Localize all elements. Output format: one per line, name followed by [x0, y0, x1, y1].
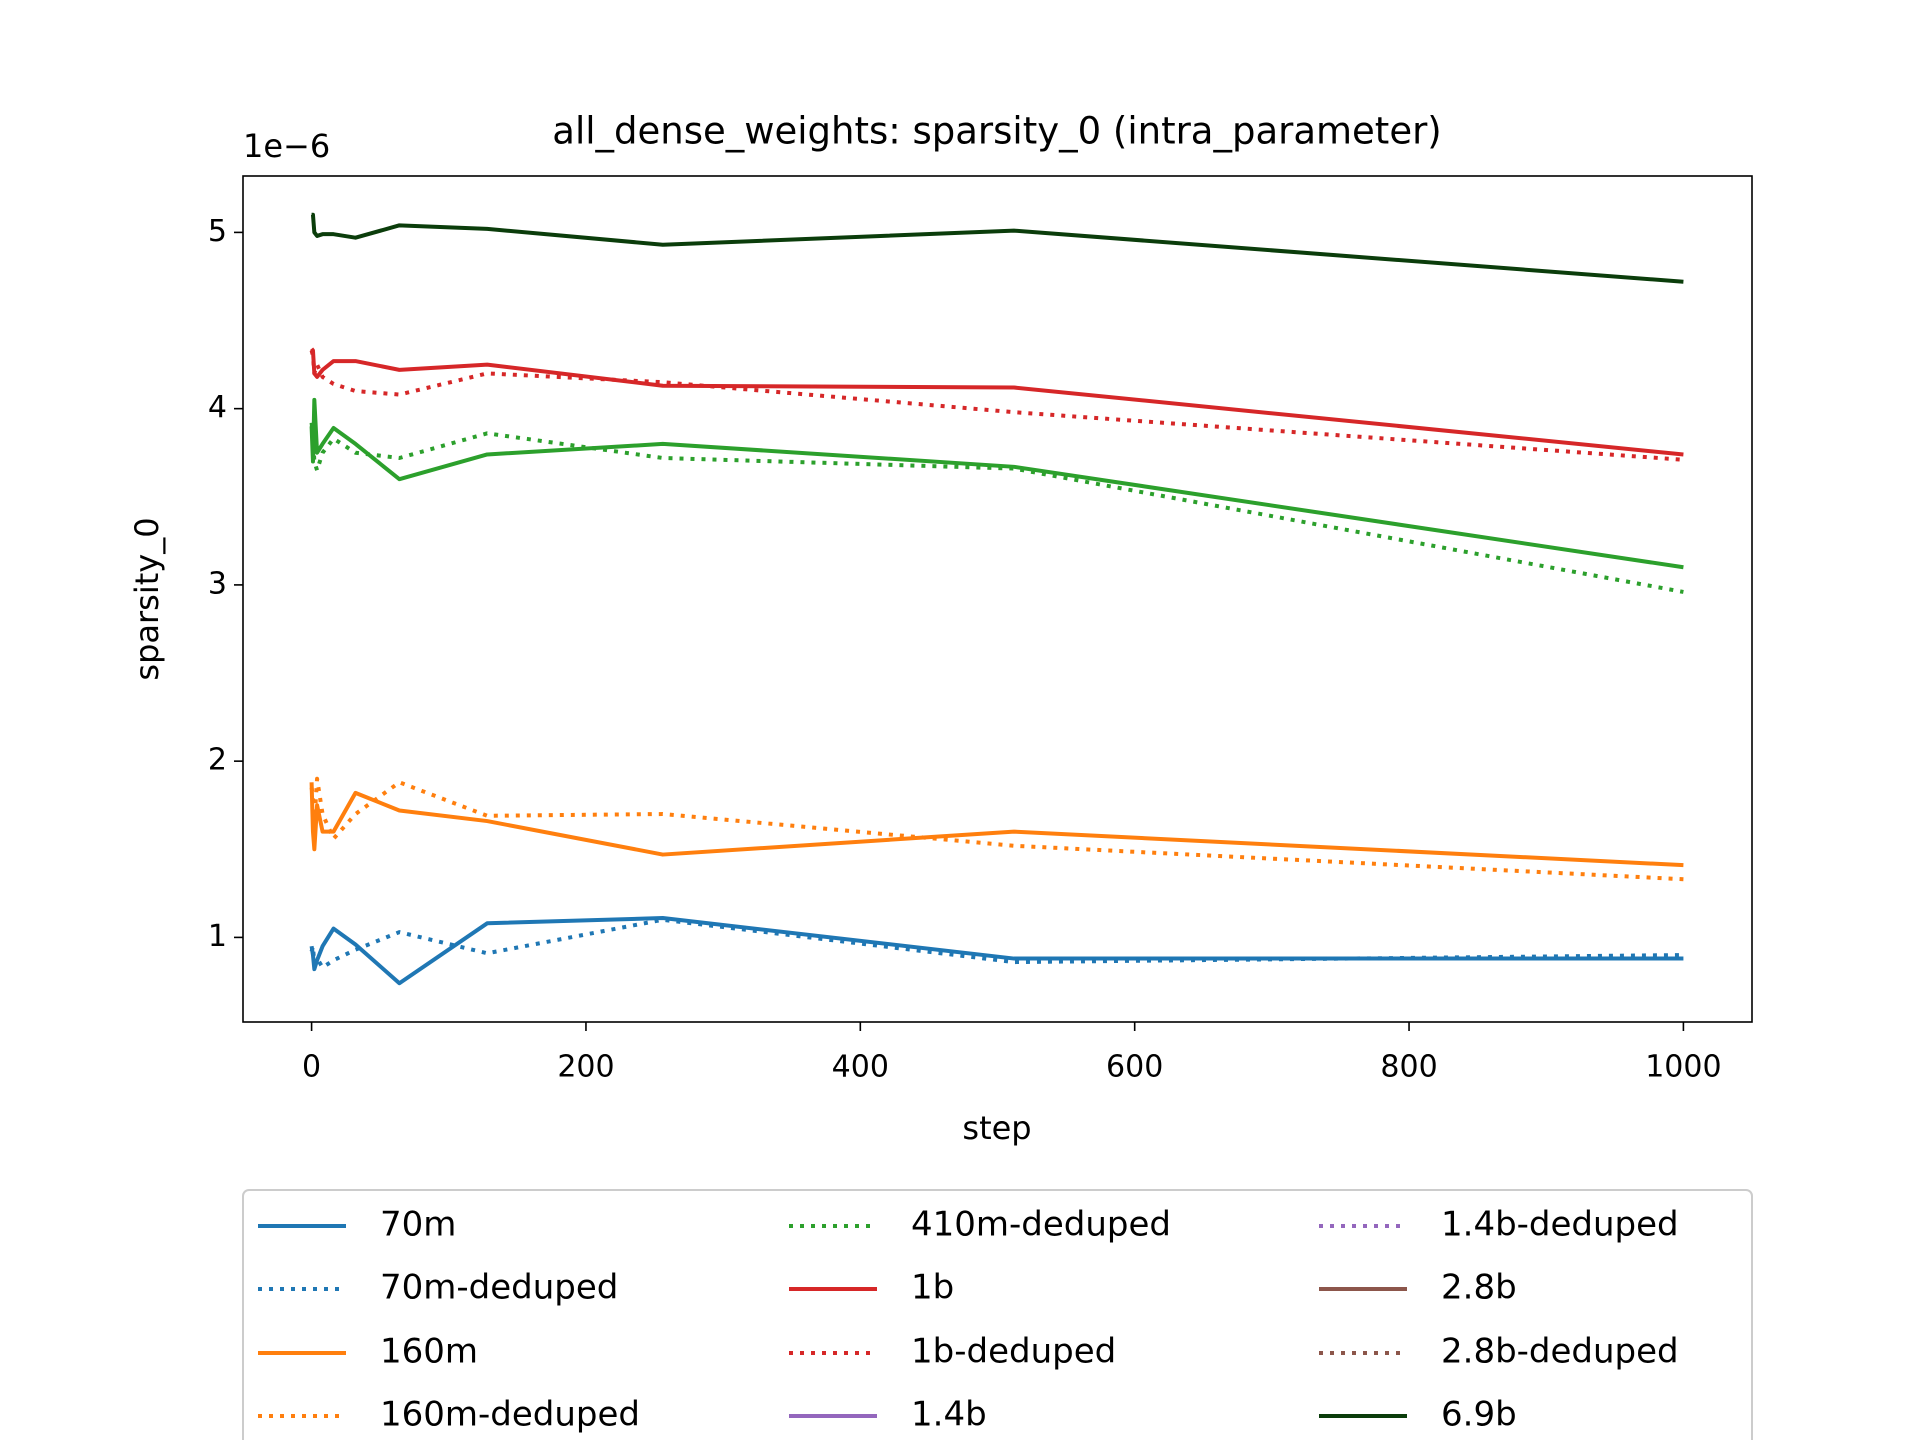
series-line	[309, 349, 1684, 462]
series-line	[309, 917, 1684, 970]
y-tick-label: 2	[208, 743, 227, 778]
x-tick-label: 600	[1106, 1050, 1163, 1085]
legend-label: 1.4b-deduped	[1441, 1205, 1679, 1245]
chart-title: all_dense_weights: sparsity_0 (intra_par…	[552, 110, 1441, 153]
y-tick-label: 1	[208, 919, 227, 954]
legend-label: 160m-deduped	[380, 1395, 640, 1435]
x-tick-label: 800	[1380, 1050, 1437, 1085]
legend-label: 1b-deduped	[911, 1332, 1116, 1372]
legend-box	[242, 1189, 1753, 1440]
series-line	[309, 782, 1684, 868]
x-tick-label: 400	[832, 1050, 889, 1085]
plot-frame	[242, 175, 1753, 1023]
x-axis-label: step	[962, 1109, 1031, 1147]
y-tick-label: 4	[208, 390, 227, 425]
legend-label: 70m	[380, 1205, 456, 1245]
legend-label: 160m	[380, 1332, 478, 1372]
legend-label: 70m-deduped	[380, 1268, 618, 1308]
x-tick-label: 1000	[1645, 1050, 1721, 1085]
legend-label: 2.8b	[1441, 1268, 1517, 1308]
legend-label: 1.4b	[911, 1395, 987, 1435]
series-line	[309, 422, 1684, 594]
y-offset-label: 1e−6	[243, 127, 330, 165]
legend-label: 410m-deduped	[911, 1205, 1171, 1245]
series-line	[309, 397, 1684, 570]
y-tick-label: 3	[208, 566, 227, 601]
x-tick-label: 200	[557, 1050, 614, 1085]
legend-label: 2.8b-deduped	[1441, 1332, 1679, 1372]
series-line	[310, 212, 1684, 284]
y-tick-label: 5	[208, 214, 227, 249]
legend-label: 1b	[911, 1268, 954, 1308]
series-line	[309, 916, 1684, 986]
y-axis-label: sparsity_0	[128, 517, 166, 680]
x-tick-label: 0	[302, 1050, 321, 1085]
legend-label: 6.9b	[1441, 1395, 1517, 1435]
series-line	[310, 347, 1684, 457]
